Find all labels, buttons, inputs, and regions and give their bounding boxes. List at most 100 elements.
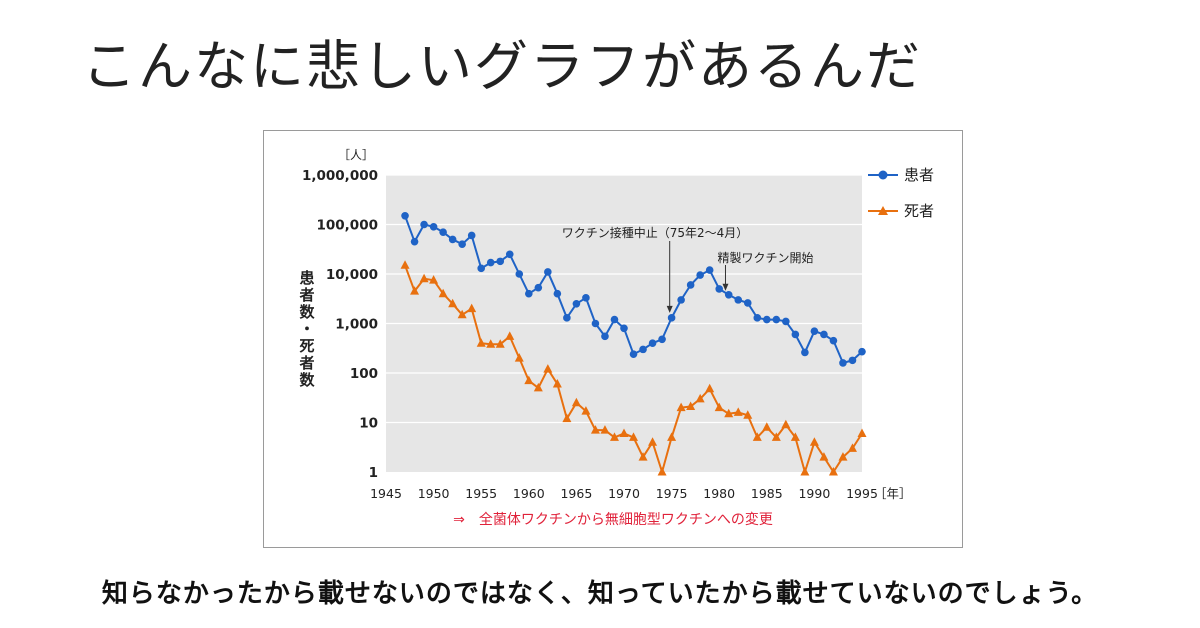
data-point-patients [763, 315, 771, 324]
data-point-patients [420, 220, 428, 229]
data-point-deaths [752, 432, 762, 441]
data-point-deaths [667, 432, 677, 441]
data-point-deaths [419, 273, 429, 283]
legend-label-deaths: 死者 [904, 202, 935, 220]
data-point-patients [448, 235, 457, 244]
x-tick-label: 1985 [751, 486, 783, 501]
data-point-deaths [552, 378, 562, 388]
legend-item-patients: 患者 [868, 163, 958, 187]
data-point-patients [829, 336, 838, 345]
data-point-deaths [809, 437, 819, 446]
y-tick-label: 10 [359, 416, 378, 432]
data-point-patients [401, 211, 409, 220]
data-point-deaths [629, 432, 639, 441]
x-tick-label: 1960 [513, 486, 545, 501]
data-point-patients [772, 315, 781, 324]
data-point-deaths [705, 383, 715, 393]
data-point-patients [429, 222, 438, 231]
x-tick-label: 1990 [798, 486, 830, 501]
data-point-patients [515, 270, 524, 278]
annotation-arrowhead [722, 283, 729, 291]
annotation-label: 精製ワクチン開始 [717, 251, 813, 265]
y-unit-label: ［人］ [338, 148, 374, 162]
data-point-patients [791, 330, 800, 339]
triangle-marker-icon [868, 206, 898, 215]
data-point-patients [705, 266, 714, 274]
data-point-patients [810, 327, 819, 335]
y-axis-title: 患者数・死者数 [299, 269, 315, 389]
y-tick-label: 100,000 [317, 218, 379, 234]
data-point-patients [534, 283, 543, 292]
data-point-deaths [724, 408, 734, 418]
annotation-label: ワクチン接種中止（75年2〜4月） [562, 225, 749, 240]
data-point-patients [601, 332, 609, 341]
x-tick-label: 1945 [370, 486, 402, 501]
data-point-patients [848, 356, 857, 365]
annotation-arrowhead [666, 305, 673, 313]
data-point-patients [563, 314, 571, 322]
y-tick-label: 1,000,000 [302, 168, 378, 184]
data-point-deaths [581, 406, 591, 415]
data-point-deaths [448, 298, 458, 308]
data-point-patients [753, 314, 762, 322]
data-point-deaths [771, 432, 781, 441]
headline: こんなに悲しいグラフがあるんだ [82, 35, 922, 98]
y-tick-label: 10,000 [326, 267, 378, 283]
data-point-deaths [533, 382, 543, 392]
data-point-deaths [714, 402, 724, 412]
data-point-deaths [676, 402, 686, 412]
y-tick-label: 1 [369, 465, 378, 481]
data-point-patients [486, 258, 495, 267]
data-point-patients [782, 317, 790, 326]
data-point-deaths [514, 353, 524, 362]
chart-figure: 1 10 100 1,000 10,000 100,000 1,000,000 1945 195… [263, 130, 963, 548]
legend-item-deaths: 死者 [868, 199, 958, 223]
data-point-patients [477, 264, 485, 273]
data-point-patients [410, 237, 419, 246]
data-point-patients [839, 359, 847, 367]
data-point-deaths [600, 425, 610, 434]
data-point-patients [458, 240, 466, 248]
data-point-deaths [524, 375, 534, 385]
data-point-deaths [438, 288, 448, 298]
data-point-patients [639, 345, 647, 354]
data-point-deaths [762, 422, 772, 431]
x-tick-label: 1995 [846, 486, 878, 501]
data-point-patients [439, 228, 447, 236]
x-tick-label: 1975 [656, 486, 688, 501]
data-point-deaths [695, 393, 705, 403]
x-tick-label: 1950 [418, 486, 450, 501]
data-point-patients [467, 231, 476, 240]
data-point-deaths [609, 432, 619, 441]
data-point-deaths [648, 437, 658, 446]
data-point-deaths [828, 467, 838, 476]
data-point-deaths [429, 275, 439, 284]
data-point-deaths [743, 410, 753, 419]
data-point-patients [629, 350, 638, 358]
data-point-deaths [410, 286, 420, 295]
data-point-patients [858, 347, 866, 356]
data-point-patients [820, 330, 828, 339]
data-point-patients [610, 315, 619, 324]
data-point-deaths [857, 428, 867, 437]
data-point-deaths [562, 413, 572, 423]
data-point-deaths [486, 339, 496, 348]
x-tick-label: 1980 [703, 486, 735, 501]
data-point-patients [677, 296, 685, 304]
y-tick-label: 100 [350, 366, 378, 382]
data-point-patients [525, 289, 533, 298]
data-point-deaths [657, 467, 667, 476]
data-point-patients [553, 289, 562, 298]
chart-caption: ⇒ 全菌体ワクチンから無細胞型ワクチンへの変更 [453, 512, 773, 528]
data-point-deaths [400, 260, 410, 269]
legend-label-patients: 患者 [904, 166, 935, 184]
data-point-deaths [495, 339, 505, 348]
data-point-patients [505, 250, 514, 259]
data-point-deaths [800, 467, 810, 476]
data-point-patients [582, 294, 590, 302]
x-tick-label: 1970 [608, 486, 640, 501]
data-point-patients [743, 299, 752, 307]
chart: 1 10 100 1,000 10,000 100,000 1,000,000 1945 195… [299, 148, 911, 501]
data-point-patients [696, 271, 704, 279]
data-point-patients [724, 291, 733, 299]
